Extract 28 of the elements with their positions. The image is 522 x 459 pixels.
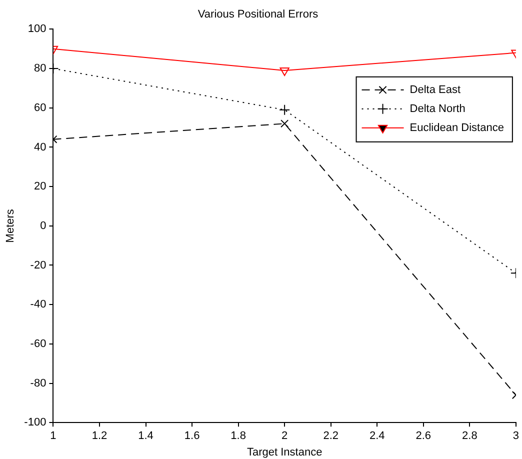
y-axis-title: Meters: [4, 208, 17, 243]
y-tick-label: 40: [34, 141, 46, 154]
chart-title: Various Positional Errors: [198, 8, 319, 21]
legend-label: Delta East: [410, 84, 461, 96]
y-tick-label: 100: [28, 23, 46, 36]
x-tick-label: 1: [50, 430, 56, 442]
y-tick-label: 20: [34, 180, 46, 193]
y-tick-label: 0: [40, 220, 46, 232]
y-tick-label: -20: [30, 259, 46, 272]
x-tick-label: 2.2: [323, 430, 338, 442]
y-tick-label: -100: [24, 416, 46, 429]
x-tick-label: 2.6: [416, 430, 432, 442]
x-tick-label: 3: [512, 430, 520, 442]
x-tick-label: 2: [282, 430, 288, 442]
x-axis-title: Target Instance: [246, 446, 322, 458]
x-tick-label: 1.6: [184, 430, 200, 442]
x-tick-label: 2.4: [369, 430, 385, 442]
x-tick-label: 2.8: [462, 430, 478, 442]
x-tick-label: 1.4: [138, 430, 154, 442]
legend-label: Euclidean Distance: [410, 122, 504, 134]
y-tick-label: -60: [30, 338, 46, 350]
y-tick-label: -80: [30, 377, 46, 390]
x-tick-label: 1.2: [92, 430, 108, 442]
x-tick-label: 1.8: [230, 430, 246, 442]
y-tick-label: -40: [30, 298, 46, 311]
legend-label: Delta North: [410, 102, 466, 115]
y-tick-label: 60: [34, 102, 46, 114]
y-tick-label: 80: [34, 62, 46, 75]
